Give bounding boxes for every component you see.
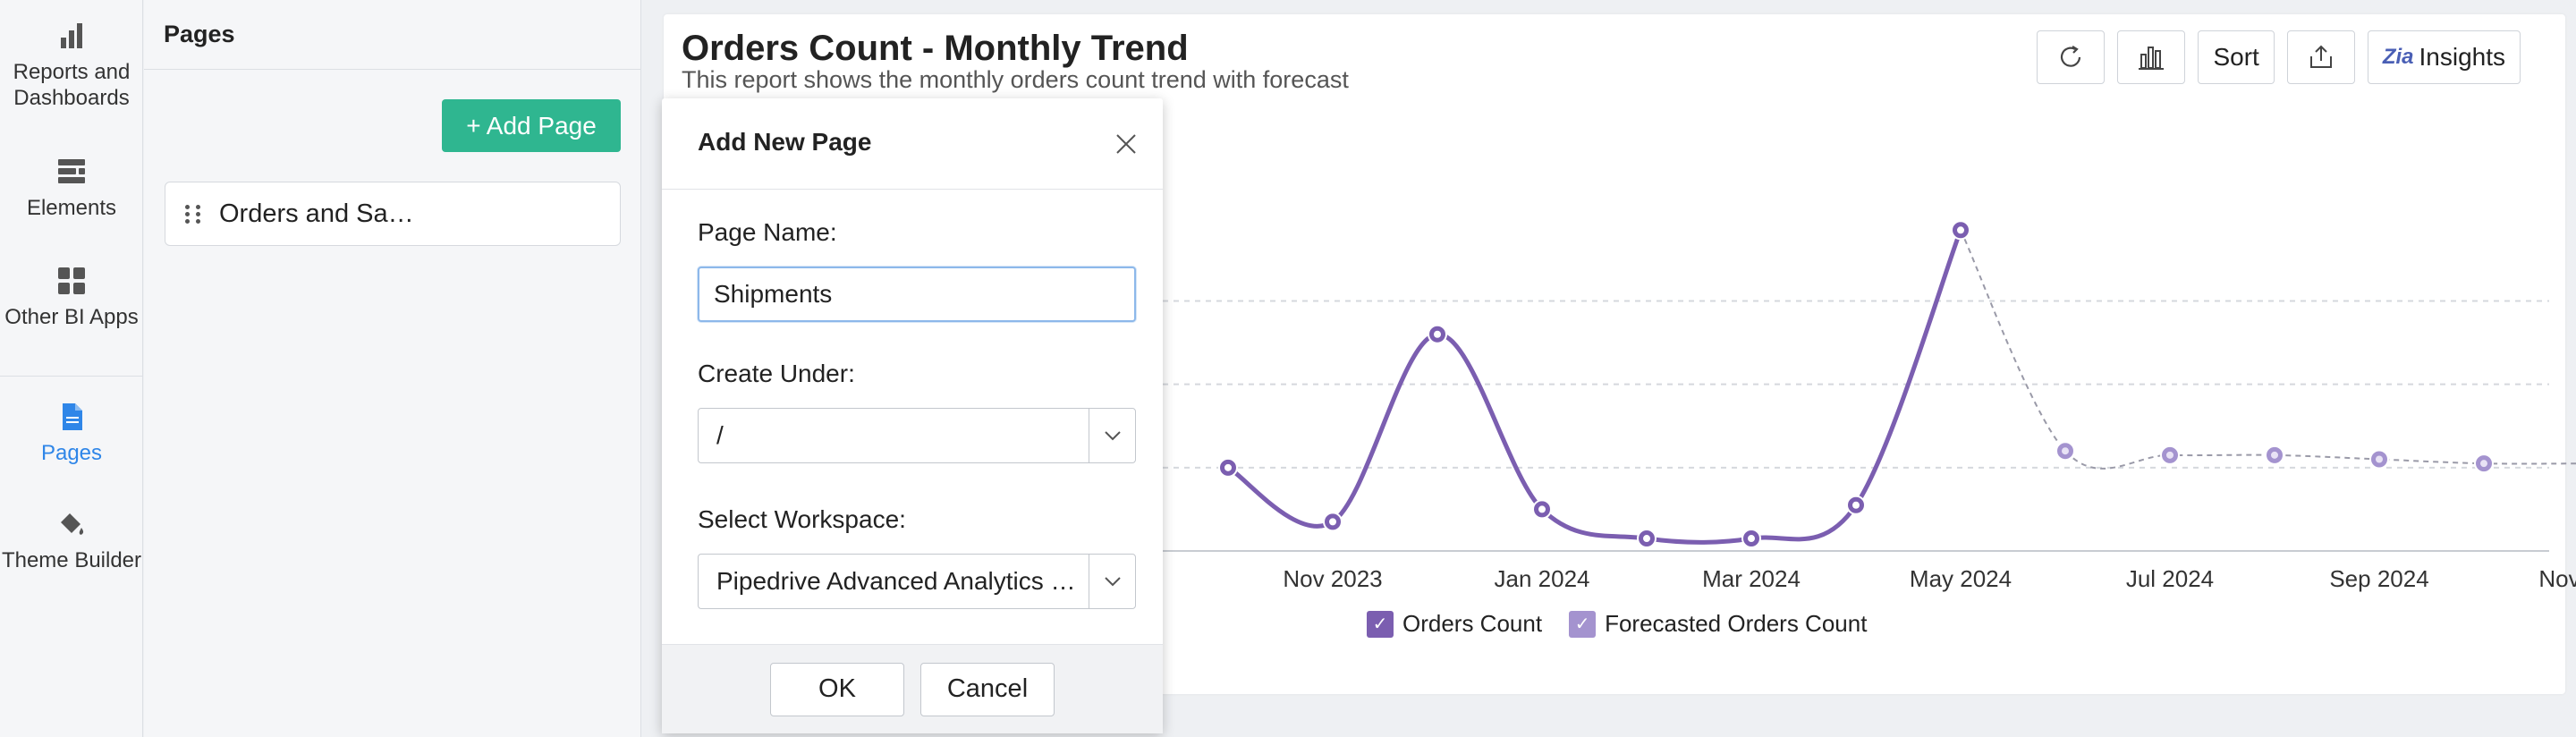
nav-label: Other BI Apps — [4, 305, 139, 329]
nav-divider — [0, 376, 143, 377]
paint-bucket-icon — [55, 508, 88, 540]
data-point-center — [1538, 505, 1546, 513]
grid-icon — [55, 265, 88, 297]
data-point-center — [2166, 451, 2174, 459]
data-point-center — [1643, 535, 1650, 543]
legend-check-icon: ✓ — [1367, 610, 1394, 638]
legend-item-orders-count[interactable]: ✓ Orders Count — [1367, 610, 1542, 638]
chevron-down-icon[interactable] — [1089, 409, 1135, 462]
page-list-item[interactable]: Orders and Sa… — [165, 182, 621, 246]
data-point-center — [1852, 501, 1860, 509]
pages-panel-title: Pages — [144, 0, 640, 70]
page-item-label: Orders and Sa… — [219, 199, 414, 228]
insights-label: Insights — [2419, 43, 2506, 71]
legend-label: Orders Count — [1402, 610, 1543, 637]
create-under-label: Create Under: — [698, 360, 855, 387]
report-toolbar: Sort Zia Insights — [2037, 30, 2521, 84]
series-line-orders-count — [1226, 229, 1963, 545]
add-new-page-dialog: Add New Page Page Name: Create Under: / … — [662, 98, 1163, 733]
nav-item-reports-dashboards[interactable]: Reports and Dashboards — [0, 20, 143, 111]
close-icon[interactable] — [1113, 131, 1140, 157]
legend-label: Forecasted Orders Count — [1605, 610, 1868, 637]
data-point-center — [1224, 463, 1232, 471]
data-point-center — [1957, 226, 1964, 234]
page-icon — [55, 401, 88, 433]
bar-chart-icon — [2139, 47, 2165, 70]
export-icon — [2309, 45, 2332, 68]
x-tick-label: May 2024 — [1910, 565, 2012, 592]
x-tick-label: Nov 2024 — [2538, 565, 2576, 592]
nav-item-elements[interactable]: Elements — [0, 156, 143, 221]
x-tick-label: Sep 2024 — [2329, 565, 2428, 592]
add-page-button[interactable]: + Add Page — [442, 99, 621, 152]
legend-check-icon: ✓ — [1569, 610, 1597, 638]
zia-logo-icon: Zia — [2382, 45, 2414, 69]
create-under-select[interactable]: / — [698, 408, 1136, 463]
nav-label: Theme Builder — [1, 548, 142, 572]
nav-label: Pages — [40, 441, 103, 465]
x-tick-label: Mar 2024 — [1702, 565, 1801, 592]
legend-item-forecast[interactable]: ✓ Forecasted Orders Count — [1569, 610, 1867, 638]
cancel-button[interactable]: Cancel — [920, 662, 1055, 716]
bar-chart-icon — [55, 20, 88, 52]
data-point-center — [1329, 518, 1336, 526]
select-workspace-label: Select Workspace: — [698, 505, 906, 533]
data-point-center — [1434, 330, 1441, 338]
page-name-label: Page Name: — [698, 218, 837, 246]
dialog-footer: OK Cancel — [662, 644, 1163, 733]
export-button[interactable] — [2286, 30, 2355, 84]
nav-item-other-bi-apps[interactable]: Other BI Apps — [0, 265, 143, 330]
x-tick-label: Jul 2024 — [2126, 565, 2214, 592]
data-point-center — [2062, 447, 2069, 455]
x-tick-label: Nov 2023 — [1283, 565, 1382, 592]
drag-handle-icon[interactable] — [185, 201, 201, 226]
series-line-forecast — [1960, 229, 2576, 470]
page-name-input[interactable] — [698, 267, 1136, 322]
chevron-down-icon[interactable] — [1089, 555, 1135, 608]
elements-icon — [55, 156, 88, 188]
pages-panel: Pages + Add Page Orders and Sa… — [144, 0, 641, 737]
data-point-center — [1748, 535, 1755, 543]
data-point-center — [2271, 451, 2278, 459]
nav-label: Elements — [26, 196, 117, 220]
nav-item-theme-builder[interactable]: Theme Builder — [0, 508, 143, 573]
insights-button[interactable]: Zia Insights — [2367, 30, 2521, 84]
refresh-icon — [2061, 46, 2081, 67]
dialog-header: Add New Page — [662, 98, 1163, 190]
data-point-center — [2376, 455, 2383, 463]
chart-type-button[interactable] — [2117, 30, 2186, 84]
left-nav-rail: Reports and Dashboards Elements Other BI… — [0, 0, 143, 737]
data-point-center — [2480, 460, 2487, 468]
chart-legend: ✓ Orders Count ✓ Forecasted Orders Count — [1367, 610, 1867, 638]
ok-button[interactable]: OK — [770, 662, 904, 716]
workspace-select[interactable]: Pipedrive Advanced Analytics … — [698, 554, 1136, 609]
workspace-value: Pipedrive Advanced Analytics … — [716, 567, 1076, 595]
refresh-button[interactable] — [2037, 30, 2106, 84]
nav-item-pages[interactable]: Pages — [0, 401, 143, 466]
sort-button[interactable]: Sort — [2198, 30, 2275, 84]
report-subtitle: This report shows the monthly orders cou… — [682, 66, 1349, 93]
dialog-title: Add New Page — [698, 128, 872, 156]
create-under-value: / — [716, 421, 724, 449]
nav-label: Reports and Dashboards — [13, 60, 131, 110]
report-title: Orders Count - Monthly Trend — [682, 29, 1189, 68]
x-tick-label: Jan 2024 — [1495, 565, 1590, 592]
